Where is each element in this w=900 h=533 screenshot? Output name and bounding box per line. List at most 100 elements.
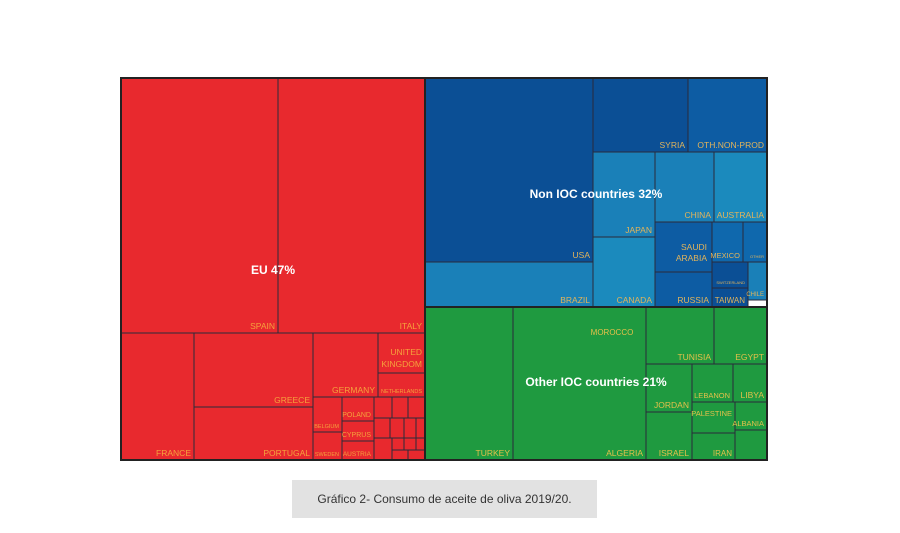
cell-rect <box>312 332 379 398</box>
treemap-cell-other: OTHER <box>742 221 768 263</box>
cell-rect <box>654 221 713 273</box>
cell-label: SPAIN <box>250 321 275 331</box>
treemap-cell-jordan: JORDAN <box>645 363 693 413</box>
group-label: Other IOC countries 21% <box>525 375 667 389</box>
treemap-cell-greece: GREECE <box>193 332 314 408</box>
cell-rect <box>592 151 656 238</box>
treemap-cell-france: FRANCE <box>120 332 195 461</box>
cell-label: MEXICO <box>710 251 740 260</box>
treemap-cell-spain: SPAIN <box>120 77 279 334</box>
treemap-cell-canada: CANADA <box>592 236 656 308</box>
treemap-cell-united-kingdom: UNITED KINGDOM <box>377 332 426 374</box>
cell-label: OTHER <box>750 254 764 259</box>
cell-label: TAIWAN <box>715 296 745 305</box>
cell-rect <box>687 77 768 153</box>
cell-label: BELGIUM <box>314 424 339 430</box>
cell-rect <box>713 306 768 365</box>
cell-label: TURKEY <box>476 448 511 458</box>
cell-rect <box>277 77 426 334</box>
treemap-cell-minor <box>407 396 426 419</box>
cell-label: SWITZERLAND <box>716 280 745 285</box>
cell-label: CYPRUS <box>342 432 372 439</box>
cell-label: CANADA <box>617 295 653 305</box>
chart-caption: Gráfico 2- Consumo de aceite de oliva 20… <box>317 492 572 506</box>
treemap-cell-italy: ITALY <box>277 77 426 334</box>
cell-rect <box>645 363 693 413</box>
cell-label: NETHERLANDS <box>381 389 422 395</box>
treemap-cell-minor <box>403 417 417 439</box>
treemap-cell-turkey: TURKEY <box>424 306 514 461</box>
treemap-cell-minor <box>373 437 393 461</box>
cell-label: CHILE <box>746 292 764 298</box>
treemap-cell-minor <box>373 417 391 439</box>
treemap-cell-minor <box>734 429 768 461</box>
cell-label: KINGDOM <box>381 359 422 369</box>
treemap-cell-syria: SYRIA <box>592 77 689 153</box>
treemap-cell-morocco: MOROCCO <box>591 328 634 337</box>
cell-rect <box>654 151 715 223</box>
cell-label: GERMANY <box>332 385 375 395</box>
cell-label: ALBANIA <box>732 419 764 428</box>
cell-rect <box>742 221 768 263</box>
cell-label: FRANCE <box>156 448 191 458</box>
cell-label: USA <box>573 250 591 260</box>
cell-rect <box>341 396 375 422</box>
cell-label: PALESTINE <box>691 409 732 418</box>
cell-rect <box>193 332 314 408</box>
treemap-cell-oth-non-prod: OTH.NON-PROD <box>687 77 768 153</box>
treemap-cell-minor <box>391 437 405 451</box>
cell-label: OTH.NON-PROD <box>697 140 764 150</box>
cell-label: ISRAEL <box>659 448 690 458</box>
cell-label: SWEDEN <box>315 452 339 458</box>
cell-label: GREECE <box>274 395 310 405</box>
cell-label: POLAND <box>342 412 371 419</box>
cell-rect <box>691 401 736 434</box>
treemap-cell-australia: AUSTRALIA <box>713 151 768 223</box>
cell-label: SAUDI <box>681 242 707 252</box>
treemap-cell-poland: POLAND <box>341 396 375 422</box>
cell-label: JAPAN <box>625 225 652 235</box>
treemap-cell-belgium: BELGIUM <box>312 396 343 433</box>
group-label: Non IOC countries 32% <box>530 187 663 201</box>
treemap-cell-egypt: EGYPT <box>713 306 768 365</box>
cell-label: BRAZIL <box>560 295 590 305</box>
treemap-cell-mexico: MEXICO <box>710 221 744 263</box>
treemap-cell-brazil: BRAZIL <box>424 261 594 308</box>
group-label: EU 47% <box>251 263 295 277</box>
cell-rect <box>592 236 656 308</box>
cell-label: CHINA <box>685 210 712 220</box>
cell-label: PORTUGAL <box>263 448 310 458</box>
treemap-cell-albania: ALBANIA <box>732 401 768 431</box>
cell-label: ITALY <box>400 321 423 331</box>
treemap-cell-taiwan: TAIWAN <box>711 287 749 308</box>
cell-rect <box>424 77 594 263</box>
treemap-cell-sweden: SWEDEN <box>312 431 343 461</box>
cell-label: UNITED <box>390 347 422 357</box>
treemap-cell-minor <box>373 396 393 419</box>
cell-rect <box>592 77 689 153</box>
treemap-cell-cyprus: CYPRUS <box>341 420 375 442</box>
cell-rect <box>711 261 749 289</box>
cell-label: EGYPT <box>735 352 764 362</box>
cell-rect <box>424 306 514 461</box>
cell-rect <box>713 151 768 223</box>
treemap-cell-russia: RUSSIA <box>654 271 713 308</box>
caption-box: Gráfico 2- Consumo de aceite de oliva 20… <box>292 480 597 518</box>
cell-label: ALGERIA <box>606 448 643 458</box>
cell-label: AUSTRALIA <box>717 210 765 220</box>
cell-label: JORDAN <box>654 400 689 410</box>
treemap-cell-palestine: PALESTINE <box>691 401 736 434</box>
cell-rect <box>120 77 279 334</box>
treemap-cell-switzerland: SWITZERLAND <box>711 261 749 289</box>
cell-label: LEBANON <box>694 391 730 400</box>
cell-label: LIBYA <box>741 390 765 400</box>
treemap-cell-lebanon: LEBANON <box>691 363 734 403</box>
cell-rect <box>193 406 314 461</box>
treemap-cell-minor <box>403 437 417 451</box>
cell-rect <box>312 396 343 433</box>
treemap-cell-minor <box>415 417 426 439</box>
cell-label: RUSSIA <box>677 295 709 305</box>
cell-label: ARABIA <box>676 253 708 263</box>
